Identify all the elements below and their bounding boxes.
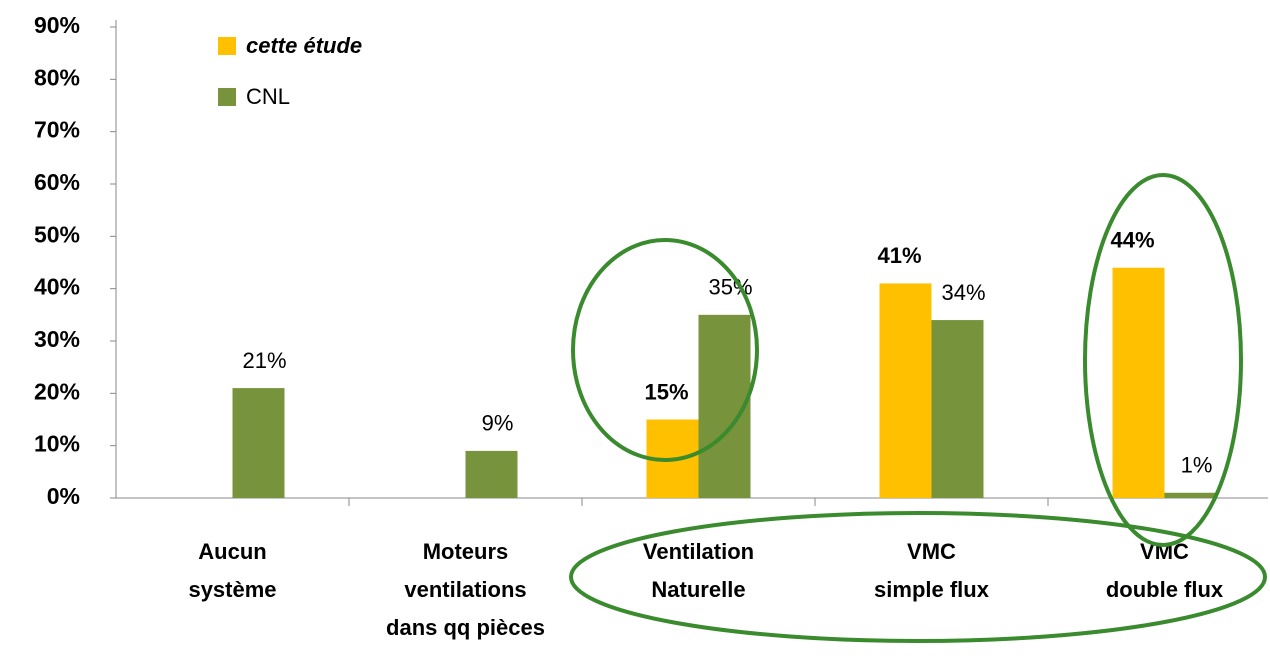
value-label: 41%	[877, 243, 921, 268]
value-label: 34%	[941, 280, 985, 305]
bar	[1112, 267, 1165, 498]
x-tick-label: ventilations	[404, 577, 526, 602]
y-tick-label: 10%	[34, 431, 80, 457]
x-tick-label: Moteurs	[423, 539, 509, 564]
x-tick-label: VMC	[907, 539, 956, 564]
y-tick-label: 20%	[34, 378, 80, 404]
bar	[931, 320, 984, 498]
x-tick-label: dans qq pièces	[386, 615, 545, 640]
highlight-ellipse	[1083, 173, 1243, 547]
bar	[465, 450, 518, 498]
x-tick-label: simple flux	[874, 577, 990, 602]
value-label: 21%	[242, 348, 286, 373]
y-tick-label: 50%	[34, 221, 80, 247]
highlight-ellipse	[569, 511, 1267, 643]
x-tick-label: système	[188, 577, 276, 602]
y-tick-label: 30%	[34, 326, 80, 352]
y-tick-label: 40%	[34, 274, 80, 300]
value-label: 44%	[1110, 228, 1154, 253]
y-tick-label: 0%	[47, 483, 80, 509]
value-label: 15%	[644, 379, 688, 404]
legend-label: CNL	[246, 84, 290, 109]
x-tick-label: Naturelle	[651, 577, 745, 602]
x-tick-label: Ventilation	[643, 539, 754, 564]
bar	[232, 388, 285, 498]
y-tick-label: 70%	[34, 117, 80, 143]
legend-swatch	[218, 88, 236, 106]
highlight-ellipse	[571, 238, 759, 462]
value-label: 9%	[482, 411, 514, 436]
x-tick-label: double flux	[1106, 577, 1224, 602]
y-tick-label: 90%	[34, 12, 80, 38]
y-tick-label: 60%	[34, 169, 80, 195]
y-tick-label: 80%	[34, 64, 80, 90]
legend-label: cette étude	[246, 33, 362, 58]
bar	[879, 283, 932, 498]
legend-swatch	[218, 37, 236, 55]
value-label: 1%	[1181, 453, 1213, 478]
bar	[1164, 492, 1217, 498]
x-tick-label: Aucun	[198, 539, 266, 564]
